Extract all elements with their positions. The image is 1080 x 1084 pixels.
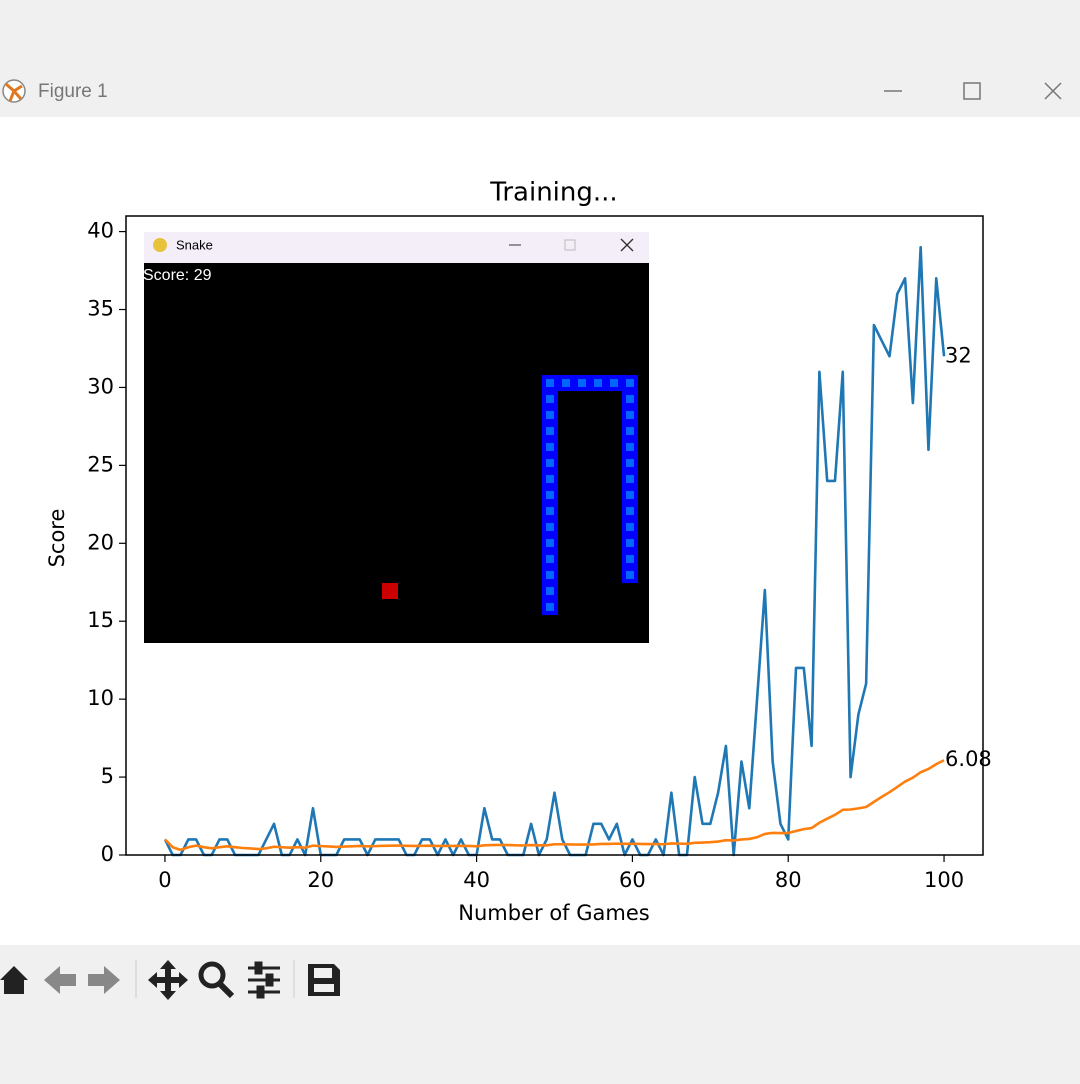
- snake-titlebar: [144, 232, 649, 263]
- snake-segment-inner: [578, 379, 586, 387]
- y-tick-label: 0: [101, 842, 114, 866]
- app-icon: [2, 79, 26, 103]
- forward-button[interactable]: [88, 966, 120, 994]
- snake-icon: [153, 238, 167, 252]
- x-tick-label: 20: [307, 868, 334, 892]
- axes-frame: [125, 215, 984, 856]
- close-button[interactable]: [1044, 82, 1062, 100]
- snake-segment-inner: [626, 491, 634, 499]
- y-tick-label: 20: [87, 530, 114, 554]
- y-tick-label: 30: [87, 374, 114, 398]
- y-tick-label: 35: [87, 297, 114, 321]
- snake-segment-inner: [546, 587, 554, 595]
- end-value-label: 32: [945, 343, 972, 367]
- series-line: [164, 759, 945, 852]
- snake-maximize[interactable]: [564, 239, 576, 251]
- plot-area: 0 20 40 60 80 100 0 5 10 15 20 25 30 35 40 32 6.08: [87, 215, 992, 892]
- snake-segment-inner: [546, 411, 554, 419]
- snake-segment-inner: [546, 475, 554, 483]
- game-board: [144, 263, 649, 643]
- snake-segment-inner: [626, 427, 634, 435]
- snake-segment-inner: [594, 379, 602, 387]
- y-tick-label: 15: [87, 608, 114, 632]
- snake-segment-inner: [610, 379, 618, 387]
- y-tick-label: 5: [101, 764, 114, 788]
- snake-segment-inner: [626, 507, 634, 515]
- snake-segment-inner: [546, 427, 554, 435]
- snake-segment-inner: [546, 491, 554, 499]
- x-axis-label: Number of Games: [458, 901, 649, 925]
- snake-segment-inner: [546, 571, 554, 579]
- maximize-button[interactable]: [963, 82, 981, 100]
- snake-segment-inner: [546, 459, 554, 467]
- save-button[interactable]: [308, 964, 340, 996]
- snake-segment-inner: [626, 571, 634, 579]
- back-button[interactable]: [44, 966, 76, 994]
- snake-window: Snake Score: 29: [143, 232, 649, 643]
- snake-segment-inner: [546, 523, 554, 531]
- snake: [542, 375, 638, 615]
- chart-title: Training...: [489, 178, 617, 208]
- game-score: Score: 29: [143, 267, 212, 284]
- snake-segment-inner: [626, 379, 634, 387]
- y-tick-label: 10: [87, 686, 114, 710]
- toolbar: [0, 945, 1080, 1003]
- x-tick-label: 100: [924, 868, 964, 892]
- snake-segment-inner: [626, 523, 634, 531]
- snake-segment-inner: [546, 539, 554, 547]
- snake-segment-inner: [626, 475, 634, 483]
- snake-segment-inner: [546, 395, 554, 403]
- snake-close[interactable]: [620, 238, 634, 252]
- snake-segment-inner: [626, 411, 634, 419]
- zoom-button[interactable]: [198, 961, 226, 989]
- series-line: [163, 245, 946, 857]
- snake-segment-inner: [626, 395, 634, 403]
- snake-segment-inner: [626, 459, 634, 467]
- snake-segment-inner: [626, 555, 634, 563]
- y-tick-label: 40: [87, 219, 114, 243]
- y-axis-label: Score: [45, 509, 69, 568]
- home-button[interactable]: [0, 966, 28, 994]
- snake-segment-inner: [546, 555, 554, 563]
- snake-segment-inner: [626, 539, 634, 547]
- x-tick-label: 60: [619, 868, 646, 892]
- x-tick-label: 0: [158, 868, 171, 892]
- configure-button[interactable]: [248, 961, 280, 999]
- y-tick-label: 25: [87, 452, 114, 476]
- snake-title: Snake: [176, 237, 213, 252]
- snake-segment-inner: [546, 379, 554, 387]
- snake-segment-inner: [546, 443, 554, 451]
- pan-button[interactable]: [148, 960, 188, 1000]
- snake-segment-inner: [546, 603, 554, 611]
- snake-segment-inner: [626, 443, 634, 451]
- end-value-label: 6.08: [945, 747, 992, 771]
- window-title: Figure 1: [38, 81, 108, 102]
- snake-segment-inner: [546, 507, 554, 515]
- snake-segment-inner: [562, 379, 570, 387]
- toolbar-icons: [0, 960, 340, 1000]
- food: [382, 583, 398, 599]
- x-tick-label: 40: [463, 868, 490, 892]
- x-tick-label: 80: [775, 868, 802, 892]
